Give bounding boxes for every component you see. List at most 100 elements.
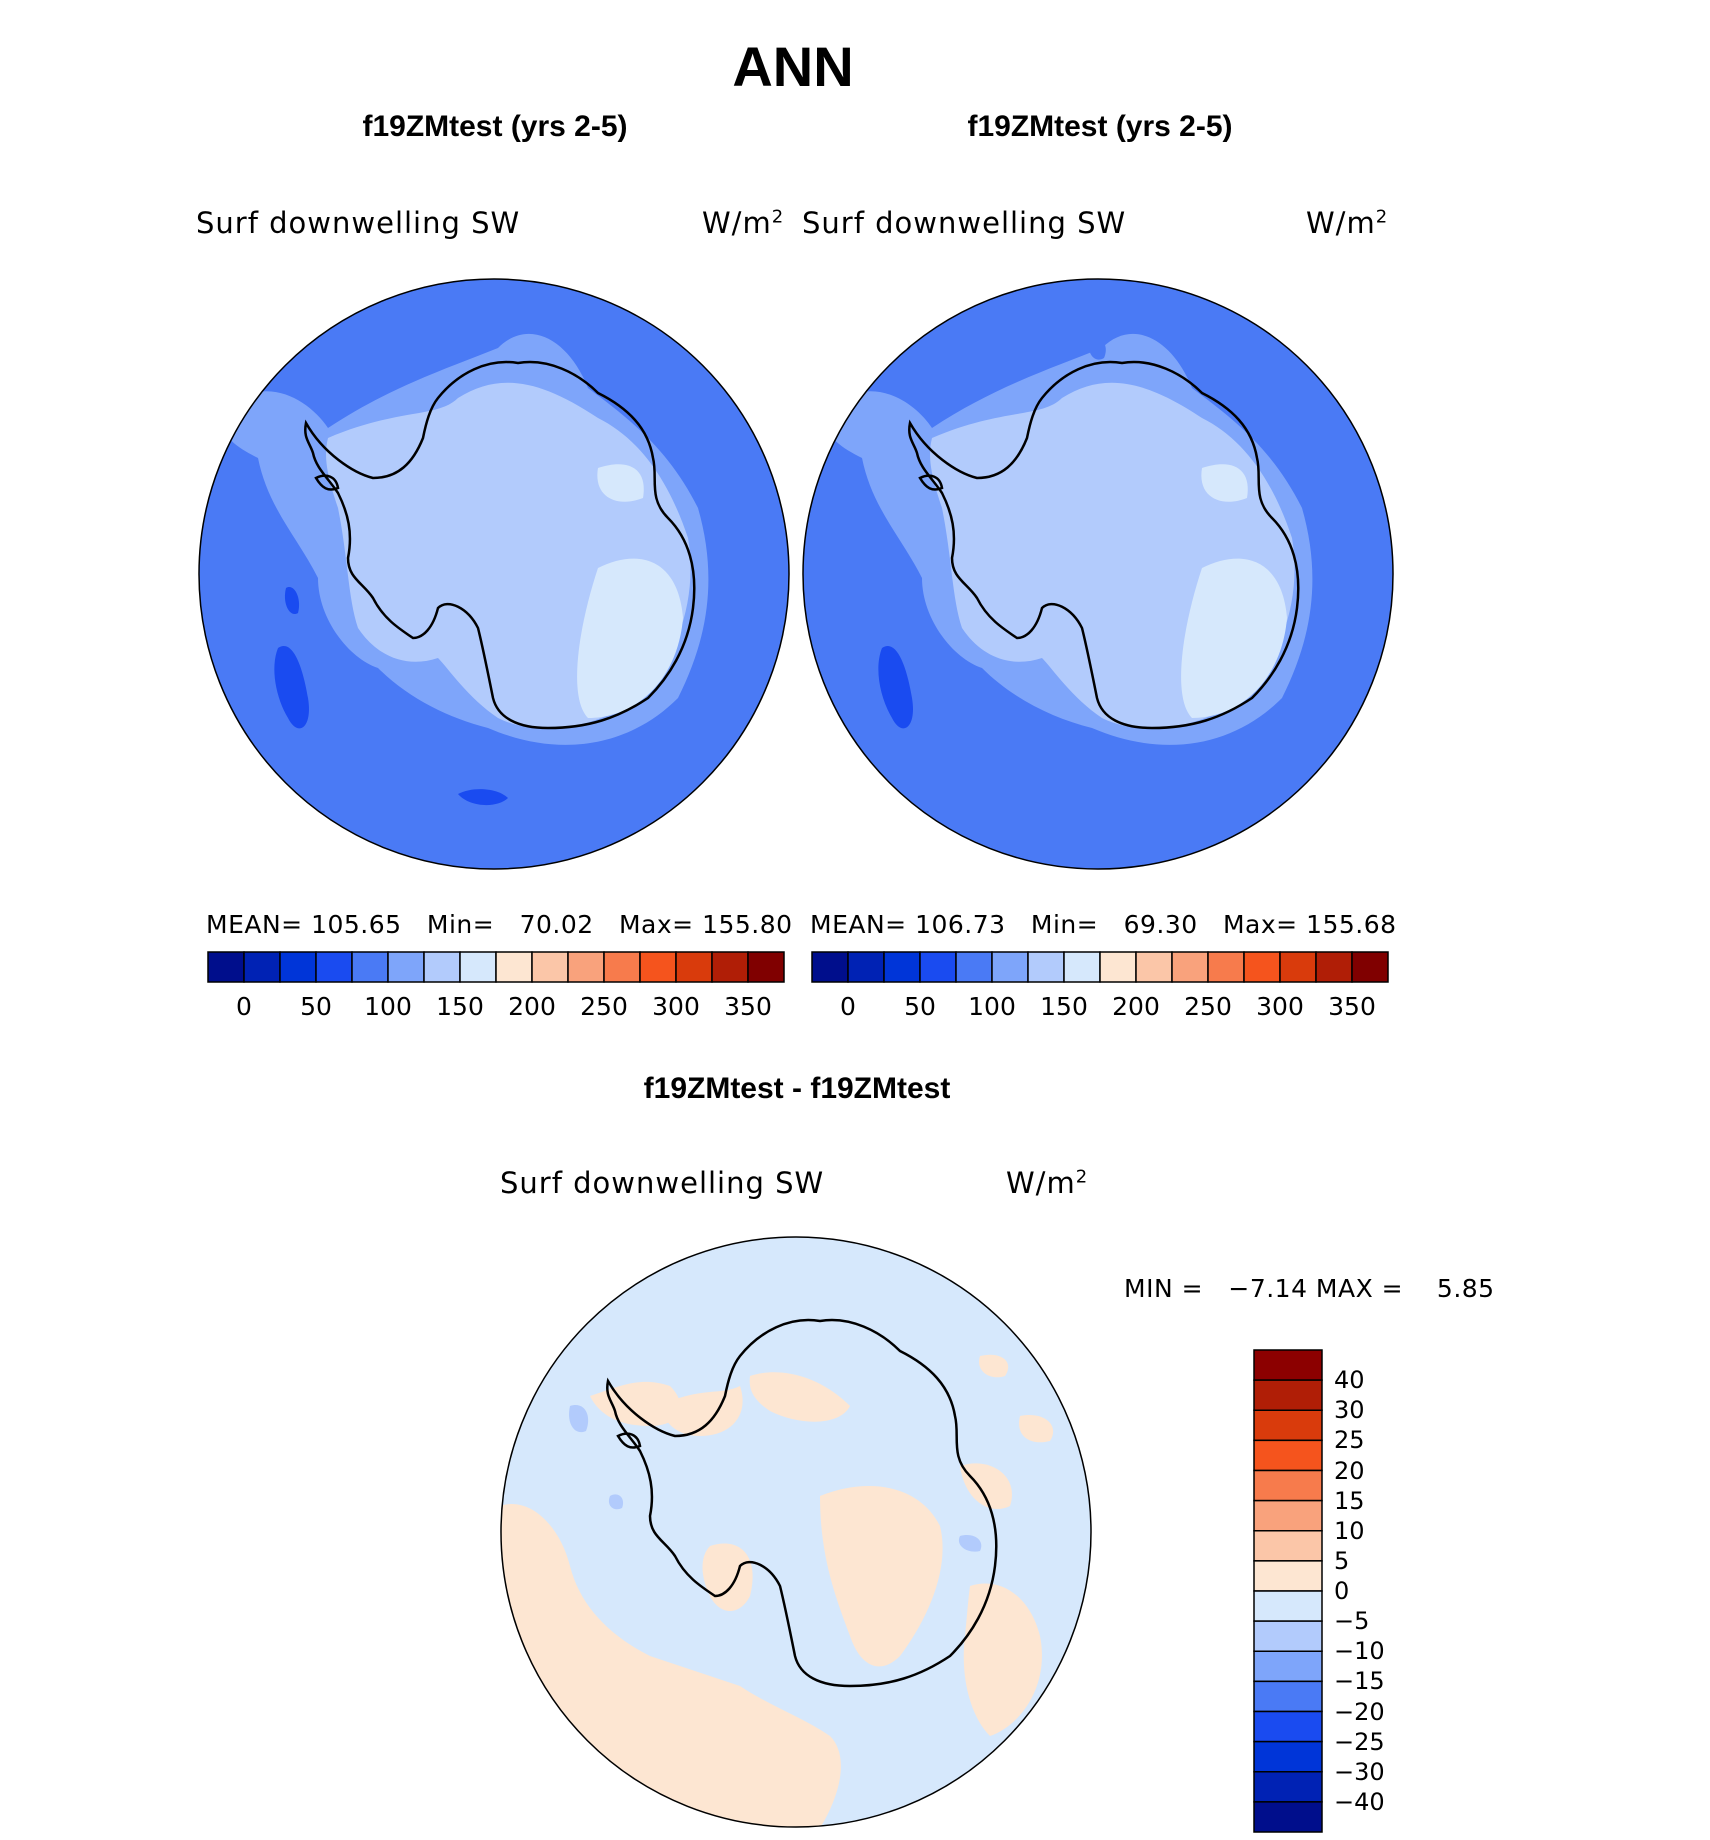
diff-colorbar-swatch xyxy=(1253,1801,1323,1833)
diff-colorbar-tick-label: −5 xyxy=(1334,1607,1370,1636)
diff-map xyxy=(500,1236,1092,1828)
diff-colorbar-swatch xyxy=(1253,1590,1323,1622)
panel2-case-title: f19ZMtest (yrs 2-5) xyxy=(967,110,1233,143)
colorbar-swatch xyxy=(603,951,641,983)
diff-units: W/m2 xyxy=(1006,1166,1089,1200)
diff-colorbar-swatch xyxy=(1253,1409,1323,1442)
colorbar-tick-label: 50 xyxy=(300,992,332,1021)
diff-colorbar-swatch xyxy=(1253,1710,1323,1743)
colorbar-swatch xyxy=(459,951,497,983)
diff-colorbar-swatch xyxy=(1253,1650,1323,1683)
panel1-map xyxy=(198,278,790,870)
diff-colorbar-swatch xyxy=(1253,1620,1323,1652)
diff-colorbar-tick-label: −20 xyxy=(1334,1697,1385,1726)
diff-colorbar xyxy=(1253,1349,1323,1833)
colorbar-swatch xyxy=(991,951,1029,983)
diff-colorbar-swatch xyxy=(1253,1560,1323,1592)
diff-colorbar-ticks: 40 30 25 20 15 10 5 0 −5 −10 −15 −20 −25 −30 −40 xyxy=(1334,1350,1454,1832)
diff-colorbar-swatch xyxy=(1253,1349,1323,1381)
colorbar-swatch xyxy=(1351,951,1389,983)
colorbar-swatch xyxy=(1063,951,1101,983)
colorbar-swatch xyxy=(1027,951,1065,983)
diff-colorbar-swatch xyxy=(1253,1499,1323,1532)
diff-title: f19ZMtest - f19ZMtest xyxy=(643,1072,951,1105)
colorbar-tick-label: 200 xyxy=(508,992,556,1021)
colorbar-swatch xyxy=(811,951,849,983)
panel1-units: W/m2 xyxy=(702,206,785,240)
diff-colorbar-swatch xyxy=(1253,1379,1323,1411)
panel1-case-title: f19ZMtest (yrs 2-5) xyxy=(362,110,628,143)
panel1-field-label: Surf downwelling SW xyxy=(196,206,521,240)
diff-colorbar-tick-label: −25 xyxy=(1334,1727,1385,1756)
diff-colorbar-tick-label: 15 xyxy=(1334,1486,1365,1515)
colorbar-swatch xyxy=(1171,951,1209,983)
panel2-colorbar-ticks: 0 50 100 150 200 250 300 350 xyxy=(812,992,1388,1022)
colorbar-tick-label: 150 xyxy=(436,992,484,1021)
diff-colorbar-swatch xyxy=(1253,1771,1323,1803)
diff-field-label: Surf downwelling SW xyxy=(500,1166,825,1200)
colorbar-swatch xyxy=(207,951,245,983)
colorbar-swatch xyxy=(883,951,921,983)
diff-colorbar-tick-label: 40 xyxy=(1334,1366,1365,1395)
diff-colorbar-tick-label: −10 xyxy=(1334,1637,1385,1666)
colorbar-swatch xyxy=(1135,951,1173,983)
diff-colorbar-tick-label: 10 xyxy=(1334,1516,1365,1545)
colorbar-tick-label: 300 xyxy=(1256,992,1304,1021)
panel2-colorbar xyxy=(811,951,1389,983)
colorbar-swatch xyxy=(351,951,389,983)
colorbar-tick-label: 50 xyxy=(904,992,936,1021)
colorbar-tick-label: 250 xyxy=(1184,992,1232,1021)
colorbar-swatch xyxy=(747,951,785,983)
diff-colorbar-swatch xyxy=(1253,1530,1323,1562)
colorbar-tick-label: 0 xyxy=(840,992,856,1021)
colorbar-swatch xyxy=(567,951,605,983)
diff-colorbar-swatch xyxy=(1253,1680,1323,1713)
colorbar-tick-label: 200 xyxy=(1112,992,1160,1021)
colorbar-tick-label: 250 xyxy=(580,992,628,1021)
colorbar-tick-label: 100 xyxy=(364,992,412,1021)
colorbar-swatch xyxy=(531,951,569,983)
colorbar-swatch xyxy=(919,951,957,983)
colorbar-swatch xyxy=(1099,951,1137,983)
diff-colorbar-swatch xyxy=(1253,1439,1323,1472)
panel2-stats: MEAN= 106.73 Min= 69.30 Max= 155.68 xyxy=(810,910,1397,939)
colorbar-swatch xyxy=(1279,951,1317,983)
diff-colorbar-tick-label: −15 xyxy=(1334,1667,1385,1696)
colorbar-swatch xyxy=(675,951,713,983)
panel2-units: W/m2 xyxy=(1306,206,1389,240)
panel2-map xyxy=(802,278,1394,870)
colorbar-swatch xyxy=(1207,951,1245,983)
colorbar-tick-label: 350 xyxy=(1328,992,1376,1021)
diff-colorbar-tick-label: −30 xyxy=(1334,1757,1385,1786)
diff-colorbar-tick-label: 30 xyxy=(1334,1396,1365,1425)
diff-colorbar-tick-label: 20 xyxy=(1334,1456,1365,1485)
colorbar-swatch xyxy=(387,951,425,983)
colorbar-swatch xyxy=(955,951,993,983)
panel1-stats: MEAN= 105.65 Min= 70.02 Max= 155.80 xyxy=(206,910,793,939)
diff-minmax: MIN = −7.14 MAX = 5.85 xyxy=(1124,1274,1495,1303)
colorbar-swatch xyxy=(639,951,677,983)
colorbar-tick-label: 350 xyxy=(724,992,772,1021)
colorbar-swatch xyxy=(847,951,885,983)
colorbar-swatch xyxy=(279,951,317,983)
panel2-field-label: Surf downwelling SW xyxy=(802,206,1127,240)
colorbar-tick-label: 150 xyxy=(1040,992,1088,1021)
colorbar-tick-label: 300 xyxy=(652,992,700,1021)
colorbar-swatch xyxy=(315,951,353,983)
diff-colorbar-swatch xyxy=(1253,1740,1323,1773)
colorbar-swatch xyxy=(1243,951,1281,983)
colorbar-swatch xyxy=(1315,951,1353,983)
colorbar-swatch xyxy=(423,951,461,983)
colorbar-swatch xyxy=(243,951,281,983)
colorbar-swatch xyxy=(711,951,749,983)
diff-colorbar-tick-label: −40 xyxy=(1334,1787,1385,1816)
diff-colorbar-tick-label: 5 xyxy=(1334,1546,1350,1575)
panel1-colorbar xyxy=(207,951,785,983)
colorbar-tick-label: 0 xyxy=(236,992,252,1021)
page-title: ANN xyxy=(732,35,854,98)
diff-colorbar-swatch xyxy=(1253,1469,1323,1502)
diff-colorbar-tick-label: 0 xyxy=(1334,1577,1350,1605)
colorbar-swatch xyxy=(495,951,533,983)
colorbar-tick-label: 100 xyxy=(968,992,1016,1021)
panel1-colorbar-ticks: 0 50 100 150 200 250 300 350 xyxy=(208,992,784,1022)
